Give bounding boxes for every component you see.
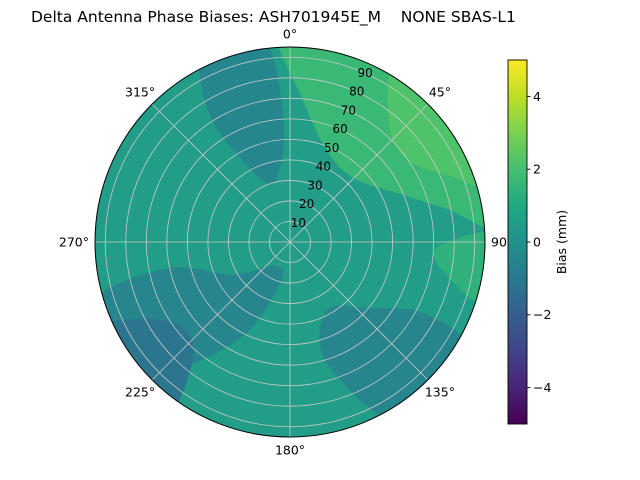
angular-tick-label: 180° (275, 442, 305, 457)
colorbar-tick-label: −4 (533, 380, 551, 395)
colorbar-axis-label: Bias (mm) (554, 210, 569, 274)
contour-region-green-right-rim (433, 231, 485, 310)
chart-title: Delta Antenna Phase Biases: ASH701945E_M… (31, 8, 516, 26)
contour-region-dark-lobe-top (199, 47, 285, 185)
angular-tick-label: 225° (125, 384, 155, 399)
radial-tick-label: 30 (307, 178, 322, 192)
angular-tick-label: 0° (283, 26, 297, 41)
radial-tick-label: 90 (357, 66, 372, 80)
radial-tick-label: 10 (291, 216, 306, 230)
colorbar-gradient (508, 60, 527, 424)
angular-grid-line (151, 241, 291, 381)
angular-tick-label: 315° (125, 84, 155, 99)
angular-tick-label: 270° (59, 234, 89, 249)
polar-spine (94, 46, 486, 438)
colorbar-tick-label: 0 (533, 234, 541, 249)
radial-tick-label: 40 (316, 160, 331, 174)
angular-grid-line (289, 103, 429, 243)
angular-grid-line (289, 241, 429, 381)
radial-tick-label: 20 (299, 197, 314, 211)
radial-tick-label: 80 (349, 85, 364, 99)
angular-tick-label: 135° (425, 384, 455, 399)
radial-tick-label: 50 (324, 141, 339, 155)
angular-tick-label: 45° (429, 84, 451, 99)
colorbar-tick-label: −2 (533, 307, 551, 322)
angular-grid-line (151, 103, 291, 243)
colorbar-tick-label: 4 (533, 89, 541, 104)
radial-tick-label: 60 (332, 122, 347, 136)
radial-tick-label: 70 (341, 103, 356, 117)
colorbar-tick-label: 2 (533, 162, 541, 177)
